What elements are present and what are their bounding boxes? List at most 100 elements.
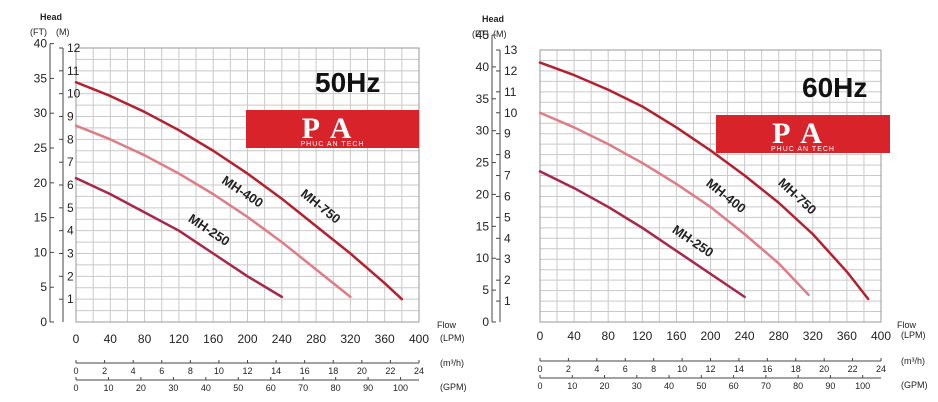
- series-label-mh-400: MH-400: [219, 172, 266, 210]
- series-label-mh-750: MH-750: [298, 186, 343, 227]
- m-tick-label: 9: [504, 127, 511, 141]
- lpm-tick-label: 360: [375, 332, 395, 346]
- m-tick-label: 1: [504, 294, 511, 308]
- lpm-tick-label: 120: [169, 332, 189, 346]
- gpm-tick-label: 30: [632, 381, 642, 391]
- m-tick-label: 11: [67, 64, 80, 78]
- ft-tick-label: 40: [34, 37, 48, 51]
- m-tick-label: 8: [67, 132, 74, 146]
- m3h-tick-label: 0: [537, 364, 542, 374]
- m-tick-label: 7: [504, 169, 511, 183]
- m3h-tick-label: 2: [102, 366, 107, 376]
- m-tick-label: 12: [504, 64, 518, 78]
- ft-tick-label: 45: [476, 28, 490, 42]
- head-unit-ft: (FT): [30, 27, 47, 37]
- m-tick-label: 10: [504, 106, 518, 120]
- lpm-tick-label: 0: [73, 332, 80, 346]
- m-tick-label: 9: [67, 110, 74, 124]
- m-tick-label: 5: [504, 210, 511, 224]
- gpm-tick-label: 50: [696, 381, 706, 391]
- ft-tick-label: 30: [476, 124, 490, 138]
- m-tick-label: 3: [504, 252, 511, 266]
- ft-tick-label: 15: [34, 211, 48, 225]
- gpm-tick-label: 10: [567, 381, 577, 391]
- lpm-tick-label: 120: [632, 329, 652, 343]
- lpm-tick-label: 240: [735, 329, 755, 343]
- ft-tick-label: 0: [482, 315, 489, 329]
- series-line-mh-400: [538, 111, 810, 297]
- gpm-tick-label: 100: [855, 381, 870, 391]
- gpm-tick-label: 40: [201, 383, 211, 393]
- lpm-tick-label: 200: [237, 332, 257, 346]
- m3h-tick-label: 20: [819, 364, 829, 374]
- chart-50hz: Head(FT) (M)05101520253035401234567891011…: [30, 12, 467, 393]
- lpm-tick-label: 160: [203, 332, 223, 346]
- m3h-tick-label: 18: [328, 366, 338, 376]
- m3h-tick-label: 18: [791, 364, 801, 374]
- gpm-tick-label: 0: [537, 381, 542, 391]
- head-unit-ft: (FT): [472, 29, 489, 39]
- series-line-mh-750: [538, 61, 870, 301]
- logo-background: [246, 110, 419, 148]
- lpm-tick-label: 320: [340, 332, 360, 346]
- m-tick-label: 4: [504, 231, 511, 245]
- gpm-tick-label: 70: [761, 381, 771, 391]
- head-unit-m: (M): [493, 29, 507, 39]
- m-tick-label: 10: [67, 87, 81, 101]
- series-line-mh-250: [74, 176, 284, 299]
- gpm-tick-label: 30: [168, 383, 178, 393]
- head-axis-title: Head: [40, 12, 62, 22]
- m-tick-label: 11: [504, 85, 517, 99]
- series-line-mh-750: [74, 81, 404, 301]
- m3h-tick-label: 22: [385, 366, 395, 376]
- m3h-tick-label: 4: [131, 366, 136, 376]
- ft-tick-label: 40: [476, 60, 490, 74]
- m-tick-label: 7: [67, 155, 74, 169]
- ft-tick-label: 15: [476, 219, 490, 233]
- m-tick-label: 2: [504, 273, 511, 287]
- gpm-tick-label: 0: [73, 383, 78, 393]
- m-tick-label: 5: [67, 201, 74, 215]
- lpm-tick-label: 200: [700, 329, 720, 343]
- m3h-unit: (m³/h): [440, 358, 464, 368]
- lpm-tick-label: 320: [803, 329, 823, 343]
- m-tick-label: 8: [504, 148, 511, 162]
- ft-tick-label: 20: [476, 187, 490, 201]
- m-tick-label: 6: [504, 189, 511, 203]
- flow-axis-title: Flow: [897, 320, 917, 330]
- flow-axis-title: Flow: [437, 320, 457, 330]
- ft-tick-label: 30: [34, 106, 48, 120]
- m3h-tick-label: 10: [214, 366, 224, 376]
- ft-tick-label: 35: [34, 71, 48, 85]
- m3h-tick-label: 14: [734, 364, 744, 374]
- m3h-tick-label: 14: [271, 366, 281, 376]
- gpm-tick-label: 60: [266, 383, 276, 393]
- m-tick-label: 4: [67, 224, 74, 238]
- gpm-unit: (GPM): [440, 382, 467, 392]
- gpm-tick-label: 10: [103, 383, 113, 393]
- logo-subtitle: PHUC AN TECH: [771, 146, 835, 153]
- m3h-tick-label: 8: [651, 364, 656, 374]
- m3h-tick-label: 20: [357, 366, 367, 376]
- lpm-unit: (LPM): [901, 330, 926, 340]
- gpm-tick-label: 20: [136, 383, 146, 393]
- series-label-mh-250: MH-250: [186, 211, 233, 249]
- gpm-unit: (GPM): [901, 380, 928, 390]
- m3h-tick-label: 6: [623, 364, 628, 374]
- m-tick-label: 12: [67, 41, 81, 55]
- gpm-tick-label: 90: [363, 383, 373, 393]
- lpm-tick-label: 280: [306, 332, 326, 346]
- ft-tick-label: 20: [34, 176, 48, 190]
- gpm-tick-label: 80: [793, 381, 803, 391]
- frequency-label: 60Hz: [802, 72, 867, 103]
- head-axis-title: Head: [482, 14, 504, 24]
- m3h-tick-label: 8: [188, 366, 193, 376]
- m3h-tick-label: 16: [762, 364, 772, 374]
- m-tick-label: 6: [67, 178, 74, 192]
- ft-tick-label: 0: [40, 315, 47, 329]
- gpm-tick-label: 70: [298, 383, 308, 393]
- lpm-tick-label: 40: [104, 332, 118, 346]
- ft-tick-label: 5: [482, 283, 489, 297]
